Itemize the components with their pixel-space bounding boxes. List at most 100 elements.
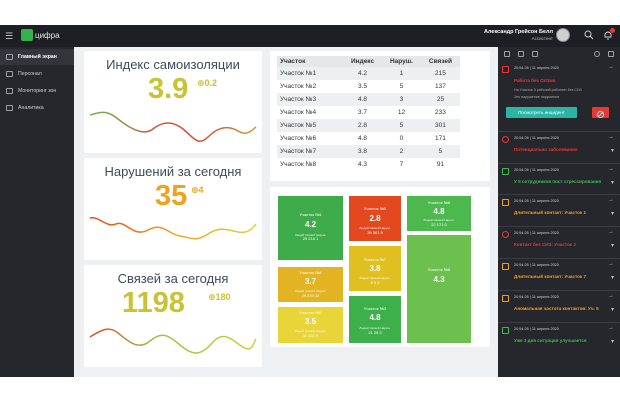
event-description: Это нарушение нарушение [514,95,560,99]
sidebar-item-staff[interactable]: Персонал [0,66,74,82]
cell: Участок №7 [277,145,344,158]
event-title: Уже 3 дня ситуация улучшается [514,338,587,343]
tile-value: 4.8 [369,313,381,322]
tile-site-8[interactable]: Участок №8 4.3 [407,235,471,343]
tile-site-6[interactable]: Участок №6 4.8 Людей Связей Наруш. 22 17… [407,196,471,231]
cell: 4.2 [343,67,383,80]
cell: Участок №4 [280,109,317,116]
tile-site-3[interactable]: Участок №3 4.8 Людей Связей Наруш. 21 25… [349,296,401,343]
tile-site-1[interactable]: Участок №1 4.2 Людей Связей Наруш. 29 21… [278,196,343,260]
tile-label-people: Людей [294,233,305,237]
cell: 25 [420,93,460,106]
tile-label-people: Людей [359,226,369,230]
table-row[interactable]: Участок №3 4.8 3 25 [277,93,460,106]
event-item-4[interactable]: 20:54:26 | 11 апреля 2020 → Длительный к… [498,194,620,222]
event-item-2[interactable]: 20:54:26 | 11 апреля 2020 → Потенциально… [498,131,620,159]
table-row[interactable]: Участок №2 3.5 5 137 [277,80,460,93]
tile-name: Участок №8 [427,267,451,272]
notification-badge [610,28,615,33]
table-row[interactable]: Участок №6 4.8 0 171 [277,132,460,145]
arrow-right-icon[interactable]: → [608,166,614,172]
column-header[interactable]: Связей [420,56,460,67]
cell: 12 [397,109,406,116]
bell-icon[interactable] [603,30,613,40]
table-row[interactable]: Участок №5 2.8 5 301 [277,119,460,132]
funnel-icon[interactable] [608,51,614,57]
tile-site-2[interactable]: Участок №2 3.5 Людей Связей Наруш. 11 13… [278,307,343,343]
sidebar-item-zones[interactable]: Мониторинг зон [0,83,74,99]
kpi-card-isolation: Индекс самоизоляции 3.9 ⊕0.2 [84,51,262,153]
chevron-down-icon[interactable]: ▾ [610,211,614,217]
event-time: 20:54:26 | 11 апреля 2020 [514,295,559,299]
cell: 0 [399,135,404,142]
sidebar-item-home[interactable]: Главный экран [0,49,74,65]
layout-icon[interactable] [518,51,524,57]
avatar[interactable] [556,28,570,42]
arrow-right-icon[interactable]: → [608,261,614,267]
arrow-right-icon[interactable]: → [608,197,614,203]
cell: Участок №1 [277,67,344,80]
event-title: Потенциально заболевание [514,147,578,152]
cell: 7 [399,161,404,168]
arrow-right-icon[interactable]: → [608,229,614,235]
view-incident-button[interactable]: Посмотреть инцидент [506,107,577,118]
chevron-down-icon[interactable]: ▾ [610,180,614,186]
calendar-icon[interactable] [532,51,538,57]
table-row[interactable]: Участок №1 4.2 1 215 [277,67,460,80]
table-row[interactable]: Участок №8 4.3 7 91 [277,158,460,171]
cell: 233 [435,109,446,116]
event-item-5[interactable]: 20:54:26 | 11 апреля 2020 → Контакт без … [498,226,620,254]
cell: 3.5 [358,83,368,90]
chevron-down-icon[interactable]: ▾ [610,339,614,345]
tile-site-4[interactable]: Участок №4 3.7 Людей Связей Наруш. 29 23… [278,267,343,302]
arrow-right-icon[interactable]: → [608,134,614,140]
event-item-1[interactable]: 20:54:26 | 11 апреля 2020 → Работа без С… [498,63,620,131]
chevron-down-icon[interactable]: ▾ [610,243,614,249]
kpi-title: Нарушений за сегодня [104,164,242,179]
app-logo-text: цифра [35,31,60,40]
divider [498,163,620,164]
search-icon[interactable] [584,30,594,40]
tile-site-7[interactable]: Участок №7 3.8 Людей Связей Наруш. 5 5 2 [349,246,401,291]
tile-label-links: Связей [304,289,316,293]
menu-icon[interactable]: ☰ [5,31,14,41]
event-item-6[interactable]: 20:54:26 | 11 апреля 2020 → Длительный к… [498,258,620,286]
cell: 2 [382,145,421,158]
chevron-down-icon[interactable]: ▾ [610,148,614,154]
kpi-card-links: Связей за сегодня 1198 ⊕180 [84,265,262,367]
column-header[interactable]: Индекс [343,56,383,67]
contact-icon [502,199,509,206]
divider [498,131,620,132]
biohazard-icon [502,231,509,238]
arrow-right-icon[interactable]: → [608,293,614,299]
chevron-down-icon[interactable]: ▾ [610,307,614,313]
tile-label-violations: Наруш. [380,276,391,280]
arrow-right-icon[interactable]: → [608,64,614,70]
tile-numbers: 39 301 5 [367,230,383,235]
arrow-right-icon[interactable]: → [608,325,614,331]
gear-icon[interactable] [594,51,600,57]
divider [498,194,620,195]
tile-value: 3.5 [304,317,317,326]
column-header[interactable]: Наруш. [382,56,421,67]
tile-site-5[interactable]: Участок №5 2.8 Людей Связей Наруш. 39 30… [349,196,401,241]
sites-table: Участок Индекс Наруш. Связей Участок №1 4… [277,56,460,171]
sidebar: Главный экран Персонал Мониторинг зон Ан… [0,47,74,377]
event-item-8[interactable]: 20:54:26 | 11 апреля 2020 → Уже 3 дня си… [498,322,620,350]
event-item-3[interactable]: 20:54:26 | 11 апреля 2020 → У 5 сотрудни… [498,163,620,191]
event-time: 20:54:26 | 11 апреля 2020 [514,327,559,331]
tile-labels: Людей Связей Наруш. [278,233,343,237]
cell: 5 [420,145,460,158]
sidebar-item-analytics[interactable]: Аналитика [0,100,74,116]
tile-label-people: Людей [294,289,305,293]
tile-value: 3.8 [369,264,381,273]
divider [498,226,620,227]
column-header[interactable]: Участок [277,56,344,67]
event-item-7[interactable]: 20:54:26 | 11 апреля 2020 → Аномальная ч… [498,290,620,318]
table-row[interactable]: Участок №7 3.8 2 5 [277,145,460,158]
filter-icon[interactable] [504,51,510,57]
tile-labels: Людей Связей Наруш. [278,289,343,293]
chevron-down-icon[interactable]: ▾ [610,275,614,281]
table-row[interactable]: Участок №4 3.7 12 233 [277,106,460,119]
dismiss-button[interactable] [592,107,609,118]
